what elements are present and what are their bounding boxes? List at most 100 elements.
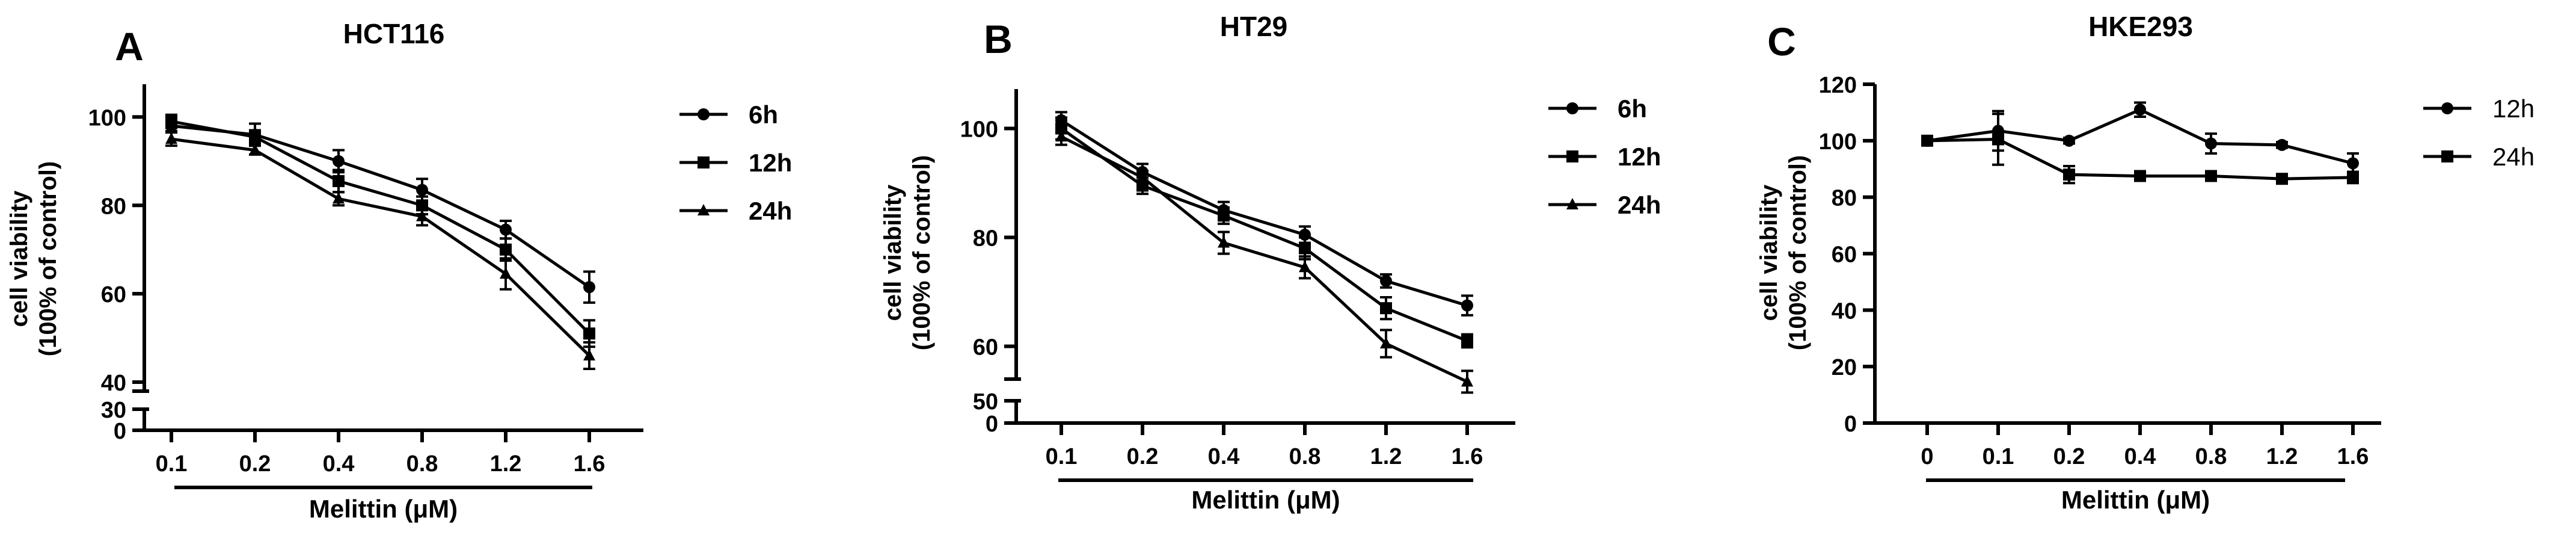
series-line xyxy=(1060,127,1468,342)
data-point xyxy=(1299,261,1311,273)
y-tick-label: 0 xyxy=(1844,412,1857,437)
y-tick-label: 40 xyxy=(1832,298,1857,324)
series-24h xyxy=(1055,127,1473,394)
legend-label: 12h xyxy=(749,149,792,177)
series-6h xyxy=(1055,111,1473,317)
data-point xyxy=(1461,299,1473,312)
y-tick-label: 100 xyxy=(88,105,126,131)
data-point xyxy=(2063,134,2075,147)
legend-label: 24h xyxy=(749,197,792,225)
axes xyxy=(1004,89,1515,435)
y-tick-label: 60 xyxy=(973,335,998,360)
panel-c: C HKE293 cell viability (100% of control) 0 2… xyxy=(1756,11,2535,514)
data-point xyxy=(1136,179,1148,192)
series-line xyxy=(171,137,590,357)
y-axis-label-line1: cell viability xyxy=(6,190,32,327)
x-tick-label: 0.8 xyxy=(1289,444,1321,469)
x-tick-label: 0.2 xyxy=(2053,444,2085,469)
x-tick-label: 0.4 xyxy=(323,451,355,477)
panel-b: B HT29 cell viability (100% of control) 100 8… xyxy=(880,11,1661,514)
series-12h xyxy=(1055,116,1473,349)
series-12h xyxy=(165,113,595,348)
data-point xyxy=(583,327,595,340)
legend-label: 24h xyxy=(2492,143,2535,171)
y-axis-label-line2: (100% of control) xyxy=(909,155,935,350)
data-point xyxy=(2205,170,2217,182)
y-tick-label: 120 xyxy=(1819,73,1857,98)
data-point xyxy=(1218,236,1230,248)
series-line xyxy=(1060,135,1468,383)
x-tick-label: 1.6 xyxy=(574,451,606,477)
series-line xyxy=(171,120,590,335)
panel-letter: B xyxy=(984,17,1013,61)
legend-label: 6h xyxy=(1618,94,1647,123)
data-point xyxy=(2205,137,2217,150)
legend: 6h 12h 24h xyxy=(679,100,792,225)
x-tick-label: 1.2 xyxy=(2266,444,2298,469)
data-point xyxy=(2134,170,2146,182)
data-point xyxy=(1461,375,1473,387)
chart-title: HT29 xyxy=(1220,11,1287,42)
y-axis-label-line1: cell viability xyxy=(1756,184,1782,321)
y-tick-label: 100 xyxy=(960,117,998,143)
legend-label: 12h xyxy=(1618,143,1661,171)
series-24h xyxy=(165,131,595,370)
y-tick-label: 30 xyxy=(101,398,126,423)
y-tick-label: 50 xyxy=(973,389,998,415)
x-tick-label: 0.8 xyxy=(406,451,438,477)
y-tick-label: 80 xyxy=(101,194,126,219)
data-point xyxy=(249,131,261,143)
data-point xyxy=(500,267,512,279)
legend-label: 12h xyxy=(2492,94,2535,123)
y-tick-label: 60 xyxy=(1832,243,1857,268)
data-point xyxy=(2276,173,2288,185)
y-tick-label: 60 xyxy=(101,282,126,308)
x-tick-label: 0.1 xyxy=(1046,444,1078,469)
legend-marker xyxy=(2441,102,2453,114)
data-point xyxy=(2063,168,2075,181)
series-24h xyxy=(1921,113,2359,185)
legend-marker xyxy=(698,156,710,168)
x-tick-label: 0 xyxy=(1921,444,1933,469)
axes xyxy=(132,84,643,442)
data-point xyxy=(1380,302,1392,315)
axes xyxy=(1863,82,2381,435)
data-point xyxy=(2347,157,2359,170)
x-tick-label: 0.1 xyxy=(156,451,188,477)
panel-letter: C xyxy=(1767,19,1796,64)
data-point xyxy=(165,132,177,144)
x-tick-label: 1.2 xyxy=(1370,444,1402,469)
series-line xyxy=(1060,119,1468,308)
data-point xyxy=(2276,138,2288,151)
chart-title: HKE293 xyxy=(2088,11,2193,42)
legend-marker xyxy=(1566,198,1578,209)
y-axis-label: cell viability (100% of control) xyxy=(880,155,935,350)
y-axis-label-line2: (100% of control) xyxy=(35,161,61,356)
data-point xyxy=(500,223,512,236)
y-axis-label: cell viability (100% of control) xyxy=(1756,155,1811,350)
data-point xyxy=(1380,336,1392,348)
data-point xyxy=(583,281,595,294)
data-point xyxy=(1461,335,1473,347)
data-point xyxy=(1299,242,1311,255)
y-axis-label-line2: (100% of control) xyxy=(1785,155,1811,350)
y-tick-label: 80 xyxy=(973,226,998,252)
x-tick-label: 0.4 xyxy=(1208,444,1240,469)
y-tick-label: 80 xyxy=(1832,186,1857,211)
x-axis-label: Melittin (μM) xyxy=(1191,486,1340,514)
data-point xyxy=(1380,274,1392,287)
data-point xyxy=(2347,171,2359,184)
y-tick-label: 100 xyxy=(1819,129,1857,155)
data-point xyxy=(1136,170,1148,182)
data-point xyxy=(333,192,345,204)
panel-letter: A xyxy=(115,24,144,69)
legend-marker xyxy=(698,108,710,120)
legend-marker xyxy=(2441,150,2453,162)
x-tick-label: 1.2 xyxy=(490,451,522,477)
legend: 6h 12h 24h xyxy=(1548,94,1661,219)
data-point xyxy=(416,209,428,221)
legend: 12h 24h xyxy=(2423,94,2535,171)
x-tick-label: 0.8 xyxy=(2195,444,2227,469)
data-point xyxy=(416,184,428,196)
